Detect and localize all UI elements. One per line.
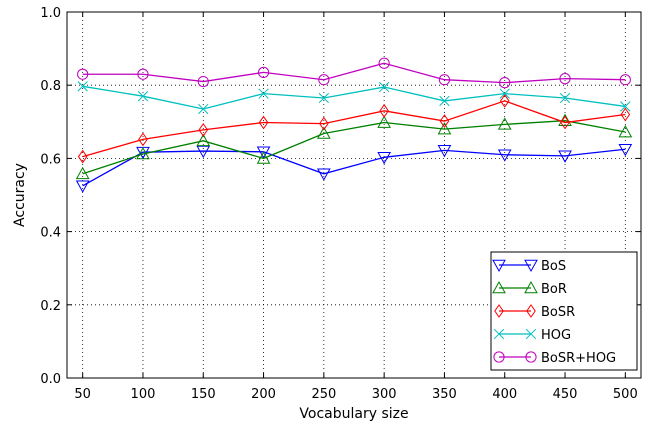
data-point bbox=[319, 116, 329, 131]
series-line bbox=[82, 148, 626, 187]
data-point bbox=[437, 145, 452, 158]
data-point bbox=[258, 115, 269, 130]
legend-label: HOG bbox=[541, 328, 571, 343]
legend-label: BoSR bbox=[541, 305, 575, 320]
data-point bbox=[619, 74, 631, 86]
legend-label: BoS bbox=[541, 259, 566, 274]
legend-marker bbox=[494, 304, 504, 318]
x-tick-label: 200 bbox=[251, 387, 276, 402]
data-point bbox=[75, 180, 90, 193]
y-tick-label: 1.0 bbox=[40, 6, 61, 21]
y-tick-label: 0.0 bbox=[40, 372, 61, 387]
data-point bbox=[559, 73, 571, 85]
x-axis-title: Vocabulary size bbox=[299, 406, 408, 422]
y-tick-label: 0.6 bbox=[40, 152, 61, 167]
data-point bbox=[198, 122, 209, 137]
legend-marker bbox=[525, 328, 537, 340]
x-tick-label: 500 bbox=[613, 387, 638, 402]
series-bor bbox=[75, 113, 633, 180]
data-point bbox=[618, 125, 633, 138]
series-bosr bbox=[77, 94, 631, 164]
data-point bbox=[499, 94, 510, 108]
data-point bbox=[317, 168, 331, 181]
plot-frame bbox=[66, 11, 642, 379]
data-point bbox=[620, 107, 631, 122]
axis-ticks: 50 100 150 200 250 300 350 400 450 500 0.0 0.2 0.4 0.… bbox=[40, 6, 641, 402]
x-tick-label: 300 bbox=[372, 387, 397, 402]
series-bos bbox=[75, 143, 633, 193]
x-tick-label: 100 bbox=[131, 387, 156, 402]
x-tick-label: 150 bbox=[191, 387, 216, 402]
series-line bbox=[82, 85, 626, 110]
data-point bbox=[378, 81, 390, 93]
data-point bbox=[197, 75, 209, 88]
data-point bbox=[318, 74, 330, 86]
data-point bbox=[439, 114, 450, 128]
data-point bbox=[558, 150, 572, 163]
legend-marker bbox=[493, 328, 505, 340]
series-line bbox=[82, 120, 626, 175]
data-point bbox=[499, 88, 510, 99]
x-tick-label: 450 bbox=[553, 387, 578, 402]
data-point bbox=[256, 146, 271, 159]
data-point bbox=[439, 95, 450, 107]
x-tick-label: 250 bbox=[311, 387, 336, 402]
data-point bbox=[377, 115, 391, 128]
legend-label: BoR bbox=[541, 282, 567, 297]
data-point bbox=[618, 143, 633, 157]
data-point bbox=[77, 68, 89, 80]
series-line bbox=[82, 62, 626, 84]
data-point bbox=[499, 77, 511, 89]
data-point bbox=[560, 115, 570, 130]
x-tick-label: 400 bbox=[492, 387, 517, 402]
data-point bbox=[198, 103, 209, 115]
data-point bbox=[257, 66, 270, 78]
data-point bbox=[497, 149, 512, 162]
legend: BoS BoR BoSR HOG BoSR+HOG bbox=[490, 251, 638, 371]
y-tick-label: 0.4 bbox=[40, 226, 61, 241]
data-point bbox=[378, 57, 390, 69]
legend-marker bbox=[525, 351, 537, 363]
y-axis-title: Accuracy bbox=[12, 163, 28, 227]
series-lines bbox=[75, 57, 633, 193]
data-point bbox=[137, 91, 149, 102]
legend-marker bbox=[524, 259, 538, 273]
legend-marker bbox=[492, 280, 506, 294]
legend-marker bbox=[492, 259, 506, 273]
data-point bbox=[620, 101, 631, 112]
x-tick-label: 350 bbox=[432, 387, 457, 402]
data-point bbox=[137, 68, 149, 80]
legend-marker bbox=[526, 304, 536, 318]
data-point bbox=[136, 146, 150, 160]
data-point bbox=[318, 92, 330, 104]
legend-label: BoSR+HOG bbox=[541, 351, 616, 366]
data-point bbox=[559, 92, 571, 104]
series-line bbox=[82, 100, 626, 158]
data-point bbox=[377, 152, 391, 165]
data-point bbox=[317, 126, 331, 139]
data-point bbox=[77, 149, 88, 164]
y-tick-label: 0.2 bbox=[40, 299, 61, 314]
data-point bbox=[75, 166, 90, 180]
legend-marker bbox=[493, 351, 505, 363]
data-point bbox=[258, 88, 269, 99]
x-tick-label: 50 bbox=[74, 387, 91, 402]
data-point bbox=[256, 151, 271, 164]
data-point bbox=[437, 122, 452, 135]
series-bosr-hog bbox=[77, 57, 631, 89]
data-point bbox=[138, 132, 148, 147]
data-point bbox=[196, 133, 211, 147]
legend-marker bbox=[524, 280, 538, 294]
data-point bbox=[438, 74, 451, 86]
data-point bbox=[77, 81, 88, 92]
y-tick-label: 0.8 bbox=[40, 79, 61, 94]
series-hog bbox=[77, 81, 631, 115]
data-point bbox=[196, 145, 211, 159]
data-point bbox=[379, 103, 389, 118]
data-point bbox=[497, 117, 512, 130]
